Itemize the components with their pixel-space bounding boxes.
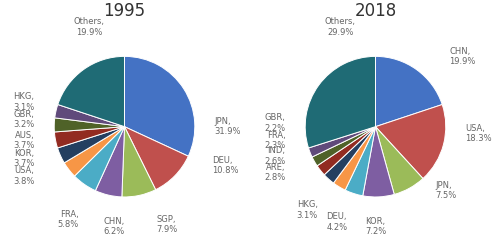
Wedge shape	[124, 56, 195, 156]
Wedge shape	[58, 56, 124, 127]
Wedge shape	[305, 56, 376, 148]
Text: Others,
19.9%: Others, 19.9%	[74, 17, 105, 37]
Wedge shape	[376, 56, 442, 127]
Wedge shape	[324, 127, 376, 183]
Wedge shape	[362, 127, 394, 197]
Wedge shape	[74, 127, 124, 191]
Text: GBR,
3.2%: GBR, 3.2%	[14, 110, 34, 129]
Text: KOR,
3.7%: KOR, 3.7%	[13, 149, 34, 168]
Text: DEU,
10.8%: DEU, 10.8%	[212, 156, 239, 175]
Text: CHN,
6.2%: CHN, 6.2%	[104, 217, 124, 236]
Text: USA,
18.3%: USA, 18.3%	[466, 124, 492, 143]
Text: JPN,
31.9%: JPN, 31.9%	[214, 117, 241, 136]
Text: SGP,
7.9%: SGP, 7.9%	[156, 215, 178, 234]
Title: 2018: 2018	[354, 2, 397, 20]
Text: Others,
29.9%: Others, 29.9%	[325, 17, 356, 37]
Text: HKG,
3.1%: HKG, 3.1%	[14, 92, 34, 112]
Wedge shape	[334, 127, 376, 190]
Text: DEU,
4.2%: DEU, 4.2%	[326, 212, 347, 232]
Title: 1995: 1995	[104, 2, 146, 20]
Text: CHN,
19.9%: CHN, 19.9%	[450, 47, 475, 66]
Wedge shape	[55, 104, 124, 127]
Wedge shape	[58, 127, 124, 163]
Wedge shape	[54, 127, 124, 148]
Text: KOR,
7.2%: KOR, 7.2%	[365, 217, 386, 236]
Wedge shape	[376, 104, 446, 179]
Text: FRA,
5.8%: FRA, 5.8%	[58, 210, 79, 229]
Wedge shape	[312, 127, 376, 166]
Wedge shape	[317, 127, 376, 175]
Text: AUS,
3.7%: AUS, 3.7%	[13, 131, 34, 150]
Text: USA,
3.8%: USA, 3.8%	[13, 166, 34, 185]
Wedge shape	[124, 127, 188, 190]
Text: IND,
2.6%: IND, 2.6%	[264, 147, 285, 166]
Wedge shape	[96, 127, 124, 197]
Text: JPN,
7.5%: JPN, 7.5%	[435, 181, 456, 201]
Wedge shape	[54, 118, 124, 132]
Wedge shape	[64, 127, 124, 176]
Wedge shape	[345, 127, 376, 196]
Wedge shape	[308, 127, 376, 157]
Text: FRA,
2.3%: FRA, 2.3%	[264, 131, 285, 150]
Text: HKG,
3.1%: HKG, 3.1%	[296, 201, 318, 220]
Text: ARE,
2.8%: ARE, 2.8%	[264, 163, 285, 182]
Text: GBR,
2.2%: GBR, 2.2%	[264, 114, 285, 133]
Wedge shape	[122, 127, 156, 197]
Wedge shape	[376, 127, 423, 194]
